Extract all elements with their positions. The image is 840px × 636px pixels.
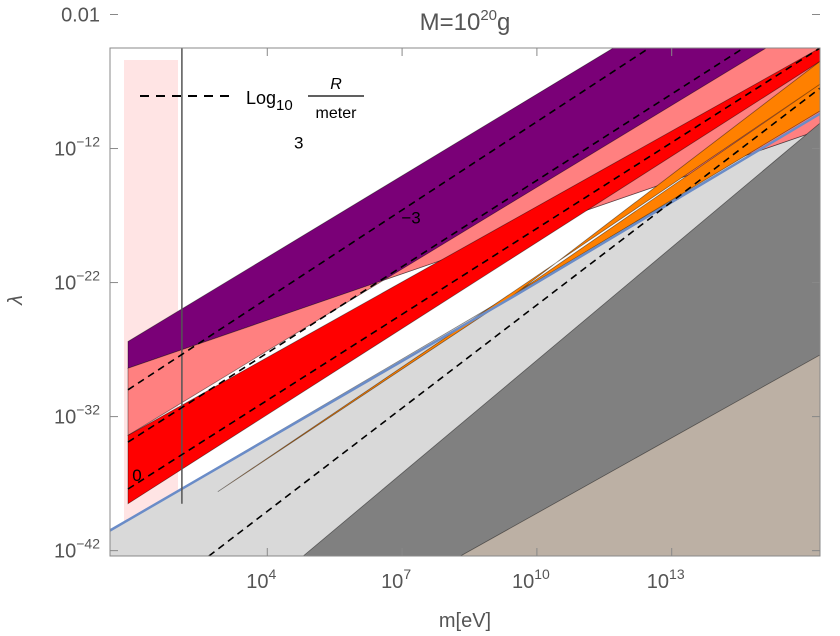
contour-label-3: 3	[294, 134, 303, 153]
y-tick-label: 0.01	[61, 4, 100, 26]
legend-denominator: meter	[316, 105, 358, 122]
legend: Log10 R meter	[140, 76, 364, 122]
x-tick-label: 104	[246, 566, 276, 593]
y-tick-label: 10−42	[54, 536, 100, 563]
tan-wedge	[459, 354, 820, 556]
y-tick-label: 10−22	[54, 268, 100, 295]
plot-area: 3 0 −3 −6	[110, 33, 820, 556]
plot-frame	[109, 47, 821, 557]
boundary-line	[110, 112, 820, 532]
contour-line-0	[127, 48, 745, 443]
red-band	[127, 48, 820, 505]
x-axis-label: m[eV]	[439, 610, 491, 632]
contour-line-3	[127, 48, 650, 391]
legend-numerator: R	[330, 76, 342, 93]
y-tick-label: 10−12	[54, 134, 100, 161]
x-tick-label: 1013	[647, 566, 685, 593]
x-tick-label: 1010	[512, 566, 550, 593]
y-axis-label: λ	[5, 295, 27, 306]
contour-label-0: 0	[132, 466, 141, 485]
x-tick-label: 107	[381, 566, 411, 593]
contour-label--3: −3	[401, 209, 420, 228]
y-tick-label: 10−32	[54, 402, 100, 429]
contour-label--6: −6	[756, 33, 775, 52]
contour-line--3	[127, 48, 820, 490]
chart-title: M=1020g	[420, 7, 511, 36]
contour-line--6	[208, 87, 820, 556]
legend-label: Log10	[246, 88, 293, 114]
